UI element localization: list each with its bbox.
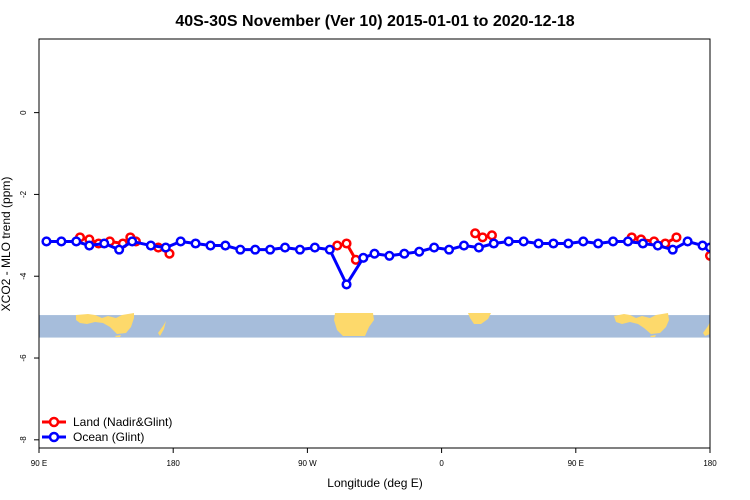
map-ocean [39,315,710,338]
y-tick-label: 0 [19,110,28,115]
data-point [458,240,470,251]
data-point [384,250,395,261]
data-point [332,240,343,251]
data-point [477,232,488,243]
y-tick-label: -4 [19,272,28,280]
data-point [309,242,320,253]
data-point [84,240,95,251]
data-point [667,244,678,255]
data-point [175,236,186,247]
data-point [324,244,335,255]
legend: Land (Nadir&Glint) Ocean (Glint) [42,415,172,444]
x-tick-label: 90 E [31,459,47,468]
chart-title: 40S-30S November (Ver 10) 2015-01-01 to … [175,13,574,30]
data-point [578,236,589,247]
series-layer [41,228,710,290]
data-point [622,236,634,247]
data-point [99,238,110,249]
data-point [190,238,201,249]
data-point [279,242,291,253]
data-point [652,240,663,251]
data-point [444,244,455,255]
data-point [294,244,305,255]
legend-marker-ocean [48,431,60,443]
data-point [704,242,710,253]
data-point [429,242,440,253]
series-line [46,239,710,286]
data-point [682,236,693,247]
data-point [160,242,171,253]
data-point [414,246,425,257]
x-tick-label: 180 [167,459,181,468]
legend-label-ocean: Ocean (Glint) [73,430,144,444]
data-point [56,236,67,247]
data-point [114,244,125,255]
legend-item-ocean: Ocean (Glint) [42,430,144,444]
data-point [145,240,156,251]
data-point [205,240,216,251]
y-tick-label: -8 [19,436,28,444]
data-point [488,238,499,249]
data-point [341,279,352,290]
data-point [250,244,261,255]
map-land-tasmania [115,335,121,337]
map-land-new-zealand [158,321,166,336]
data-point [399,248,410,259]
y-axis-label: XCO2 - MLO trend (ppm) [0,177,13,312]
data-point [593,238,604,249]
data-point [533,238,544,249]
x-tick-label: 0 [439,459,444,468]
data-point [473,242,484,253]
legend-item-land: Land (Nadir&Glint) [42,415,172,429]
x-axis-label: Longitude (deg E) [327,476,422,490]
data-point [608,236,619,247]
data-point [548,238,559,249]
map-land-tasmania-east [650,335,656,337]
data-point [486,230,497,241]
data-point [358,252,369,263]
y-tick-label: -6 [19,354,28,362]
legend-label-land: Land (Nadir&Glint) [73,415,172,429]
data-point [637,238,648,249]
plot-frame [38,38,711,449]
data-point [341,238,352,249]
data-point [671,232,682,243]
data-point [41,236,52,247]
data-point [235,244,246,255]
map-band [39,313,710,338]
x-tick-label: 90 E [568,459,584,468]
data-point [563,238,574,249]
data-point [369,248,380,259]
data-point [265,244,276,255]
data-point [704,250,710,261]
map-land-australia-east [614,313,669,334]
data-point [127,236,138,247]
data-point [71,236,82,247]
map-land-australia [76,313,134,334]
x-tick-label: 90 W [298,459,317,468]
y-tick-label: -2 [19,190,28,198]
series-1 [41,236,710,290]
map-land-south-america [334,313,374,336]
x-axis: 90 E 180 90 W 0 90 E 180 [31,448,717,468]
legend-marker-land [48,416,60,428]
data-point [470,228,481,239]
x-tick-label: 180 [703,459,717,468]
data-point [518,236,529,247]
data-point [220,240,231,251]
map-land-africa [468,313,491,324]
y-axis: 0 -2 -4 -6 -8 [19,110,39,444]
data-point [503,236,514,247]
map-land-new-zealand-east [703,322,710,336]
